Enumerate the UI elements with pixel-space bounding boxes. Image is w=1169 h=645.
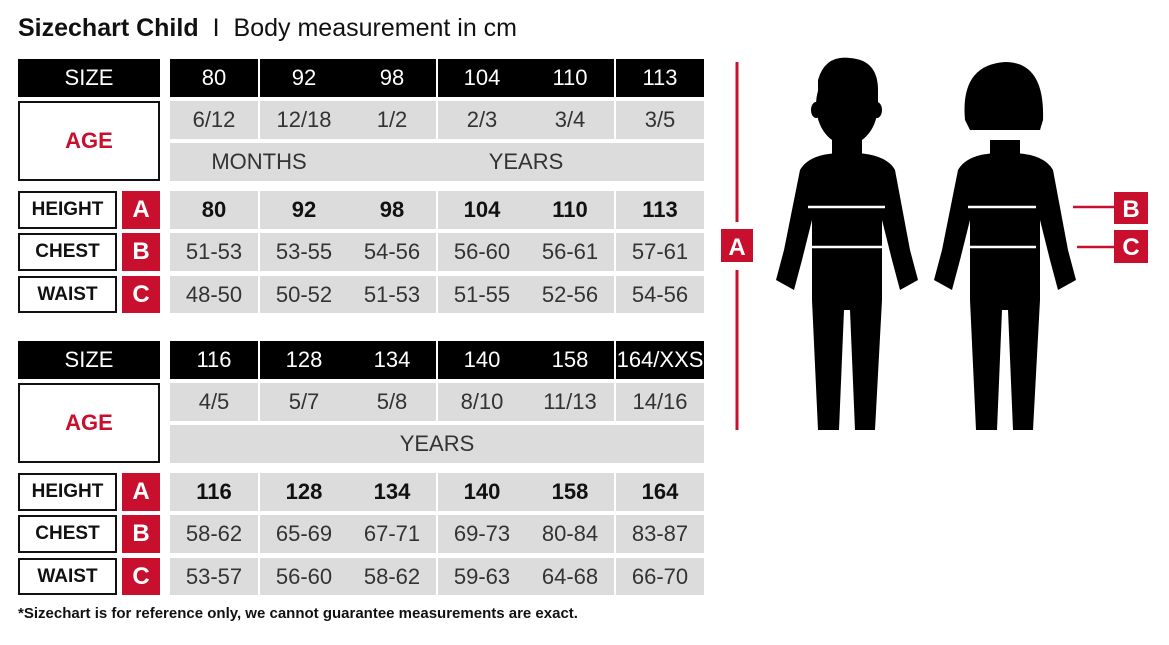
chest-letter-marker: B (122, 233, 160, 271)
chest-cell: 80-84 (526, 515, 614, 553)
title-sub: Body measurement in cm (233, 14, 517, 42)
size-header: 80 (170, 59, 258, 97)
height-cell: 92 (260, 191, 348, 229)
size-header: 104 (438, 59, 526, 97)
waist-marker-c: C (1077, 230, 1148, 263)
chest-label: CHEST (18, 515, 117, 553)
chest-cell: 53-55 (260, 233, 348, 271)
age-unit-cell: YEARS (348, 143, 704, 181)
chest-cell: 65-69 (260, 515, 348, 553)
height-cell: 116 (170, 473, 258, 511)
size-header: 98 (348, 59, 436, 97)
waist-label: WAIST (18, 558, 117, 595)
height-cell: 128 (260, 473, 348, 511)
height-cell: 104 (438, 191, 526, 229)
size-header: 140 (438, 341, 526, 379)
height-cell: 140 (438, 473, 526, 511)
height-label: HEIGHT (18, 191, 117, 229)
boy-silhouette (776, 57, 918, 430)
waist-cell: 59-63 (438, 558, 526, 595)
height-cell: 98 (348, 191, 436, 229)
height-label: HEIGHT (18, 473, 117, 511)
girl-lines (968, 205, 1036, 249)
waist-label: WAIST (18, 276, 117, 313)
age-cell: 1/2 (348, 101, 436, 139)
chest-cell: 54-56 (348, 233, 436, 271)
age-cell: 5/8 (348, 383, 436, 421)
title-separator: I (212, 14, 220, 42)
size-header: 134 (348, 341, 436, 379)
size-header: 128 (260, 341, 348, 379)
age-cell: 12/18 (260, 101, 348, 139)
height-cell: 134 (348, 473, 436, 511)
svg-text:C: C (1122, 234, 1139, 261)
size-header: 164/XXS (616, 341, 704, 379)
age-label: AGE (18, 101, 160, 181)
age-cell: 6/12 (170, 101, 258, 139)
size-header: 116 (170, 341, 258, 379)
waist-cell: 50-52 (260, 276, 348, 313)
age-cell: 3/4 (526, 101, 614, 139)
height-letter-marker: A (122, 191, 160, 229)
svg-text:A: A (728, 234, 745, 261)
age-cell: 11/13 (526, 383, 614, 421)
waist-cell: 58-62 (348, 558, 436, 595)
chest-cell: 58-62 (170, 515, 258, 553)
age-cell: 4/5 (170, 383, 258, 421)
height-cell: 80 (170, 191, 258, 229)
boy-lines (808, 205, 885, 249)
waist-letter-marker: C (122, 558, 160, 595)
size-label: SIZE (18, 341, 160, 379)
height-line-a: A (721, 62, 753, 430)
chest-cell: 51-53 (170, 233, 258, 271)
size-header: 113 (616, 59, 704, 97)
chest-cell: 83-87 (616, 515, 704, 553)
size-header: 158 (526, 341, 614, 379)
chest-cell: 67-71 (348, 515, 436, 553)
age-unit-cell: YEARS (170, 425, 704, 463)
chest-cell: 56-60 (438, 233, 526, 271)
age-label: AGE (18, 383, 160, 463)
chest-cell: 69-73 (438, 515, 526, 553)
waist-letter-marker: C (122, 276, 160, 313)
waist-cell: 52-56 (526, 276, 614, 313)
chest-cell: 57-61 (616, 233, 704, 271)
waist-cell: 51-55 (438, 276, 526, 313)
height-cell: 113 (616, 191, 704, 229)
height-cell: 158 (526, 473, 614, 511)
waist-cell: 56-60 (260, 558, 348, 595)
title-main: Sizechart Child (18, 14, 199, 42)
waist-cell: 54-56 (616, 276, 704, 313)
size-header: 92 (260, 59, 348, 97)
chest-marker-b: B (1073, 192, 1148, 224)
height-cell: 164 (616, 473, 704, 511)
age-cell: 2/3 (438, 101, 526, 139)
size-header: 110 (526, 59, 614, 97)
waist-cell: 51-53 (348, 276, 436, 313)
waist-cell: 64-68 (526, 558, 614, 595)
waist-cell: 66-70 (616, 558, 704, 595)
height-cell: 110 (526, 191, 614, 229)
age-cell: 5/7 (260, 383, 348, 421)
age-cell: 14/16 (616, 383, 704, 421)
age-cell: 8/10 (438, 383, 526, 421)
age-cell: 3/5 (616, 101, 704, 139)
chest-label: CHEST (18, 233, 117, 271)
height-letter-marker: A (122, 473, 160, 511)
waist-cell: 53-57 (170, 558, 258, 595)
chest-letter-marker: B (122, 515, 160, 553)
footnote: *Sizechart is for reference only, we can… (18, 605, 578, 622)
page-title: Sizechart Child I Body measurement in cm (18, 14, 517, 43)
svg-text:B: B (1122, 196, 1139, 223)
waist-cell: 48-50 (170, 276, 258, 313)
chest-cell: 56-61 (526, 233, 614, 271)
size-label: SIZE (18, 59, 160, 97)
age-unit-cell: MONTHS (170, 143, 348, 181)
measurement-figure: A B C (721, 57, 1148, 430)
girl-silhouette (934, 62, 1076, 430)
